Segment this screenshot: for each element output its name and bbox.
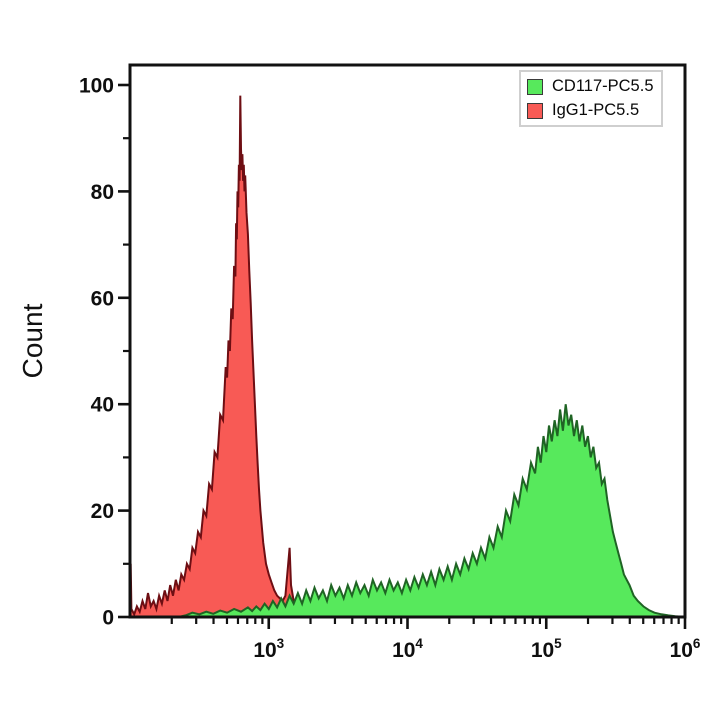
legend-label-igg1: IgG1-PC5.5: [552, 101, 640, 120]
legend-label-cd117: CD117-PC5.5: [552, 77, 654, 96]
x-tick-label: 106: [670, 636, 701, 662]
legend: CD117-PC5.5 IgG1-PC5.5: [519, 70, 663, 127]
y-tick-label: 80: [91, 181, 114, 204]
y-axis-title: Count: [17, 303, 48, 379]
axis-tick-labels: 0 20 40 60 80 100 103 104 105 106: [79, 75, 701, 663]
legend-swatch-red: [527, 102, 543, 119]
x-tick-label: 105: [531, 636, 562, 662]
y-tick-label: 40: [91, 394, 114, 417]
legend-swatch-green: [527, 78, 543, 95]
y-tick-label: 60: [91, 287, 114, 310]
histogram-cd117-pc5-5: [130, 404, 686, 618]
series-group: [128, 95, 686, 618]
x-tick-label: 103: [253, 636, 284, 662]
x-tick-label: 104: [392, 636, 423, 662]
y-tick-label: 20: [91, 500, 114, 523]
legend-item-igg1: IgG1-PC5.5: [527, 100, 654, 121]
y-tick-label: 0: [102, 607, 114, 630]
y-tick-label: 100: [79, 75, 114, 98]
plot-frame: [128, 63, 687, 619]
legend-item-cd117: CD117-PC5.5: [527, 76, 654, 97]
